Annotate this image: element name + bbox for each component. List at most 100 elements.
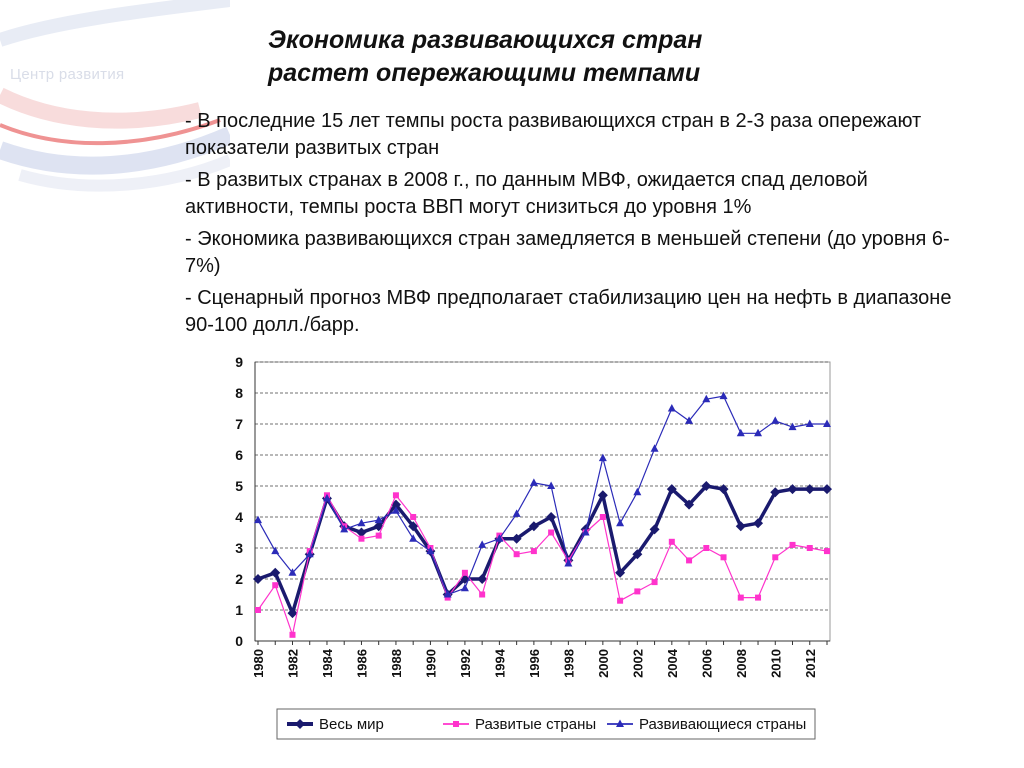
data-point-developed (651, 579, 658, 586)
legend-box (276, 708, 816, 740)
data-point-developed (479, 591, 486, 598)
data-point-developing (391, 506, 400, 514)
data-point-developed (634, 588, 641, 595)
data-point-developing (564, 559, 573, 567)
data-point-developed (617, 597, 624, 604)
data-point-developing (719, 391, 728, 400)
x-tick-label: 1996 (527, 649, 542, 678)
data-point-developed (720, 554, 727, 561)
series-line-developing (257, 395, 827, 596)
data-point-developing (667, 404, 676, 412)
data-point-world (701, 481, 712, 491)
data-point-developed (599, 514, 606, 520)
data-point-developing (478, 540, 487, 548)
x-tick-label: 2010 (768, 649, 783, 678)
data-point-developing (460, 583, 469, 592)
data-point-developed (737, 594, 744, 601)
x-tick-label: 1988 (389, 649, 404, 678)
bullet-item: - Сценарный прогноз МВФ предполагает ста… (185, 287, 952, 336)
data-point-developing (788, 422, 797, 431)
y-tick-label: 2 (235, 571, 243, 587)
x-tick-label: 1990 (423, 649, 438, 678)
data-point-developing (305, 549, 314, 558)
data-point-world (270, 567, 281, 578)
data-point-developing (426, 546, 435, 555)
data-point-developed (668, 538, 675, 545)
data-point-developing (598, 453, 607, 462)
data-point-developed (375, 532, 382, 539)
x-tick-label: 2004 (665, 648, 680, 678)
data-point-developing (805, 419, 814, 427)
y-tick-label: 5 (235, 478, 243, 494)
data-point-world (804, 484, 815, 495)
y-tick-label: 3 (235, 540, 243, 556)
series-line-world (257, 484, 827, 615)
data-point-world (666, 484, 677, 495)
decorative-swoosh (0, 0, 230, 192)
data-point-world (615, 567, 626, 578)
y-tick-label: 0 (235, 633, 243, 649)
data-point-world (477, 574, 488, 584)
plot-area (254, 361, 831, 642)
data-point-world (718, 484, 729, 495)
data-point-world (546, 512, 557, 522)
y-tick-label: 1 (235, 602, 243, 618)
data-point-developing (736, 428, 745, 437)
data-point-developed (703, 545, 710, 551)
bullet-item: - Экономика развивающихся стран замедляе… (185, 228, 950, 277)
data-point-world (735, 521, 746, 532)
x-tick-label: 1984 (320, 648, 335, 678)
data-point-world (649, 524, 660, 535)
y-tick-label: 4 (235, 509, 243, 525)
bullet-list: - В последние 15 лет темпы роста развива… (185, 108, 975, 344)
data-point-developing (443, 590, 452, 598)
data-point-developed (289, 631, 296, 638)
data-point-developing (581, 528, 590, 536)
data-point-developed (772, 554, 779, 561)
x-tick-label: 2012 (803, 649, 818, 678)
data-point-world (597, 490, 608, 501)
data-point-developed (358, 535, 365, 542)
data-point-developed (806, 545, 813, 551)
data-point-developed (461, 569, 468, 576)
data-point-developed (272, 582, 279, 589)
data-point-developing (823, 419, 831, 427)
data-point-developed (548, 529, 555, 536)
data-point-developed (686, 557, 693, 564)
data-point-developing (529, 478, 538, 486)
data-point-developed (255, 607, 261, 613)
y-tick-label: 9 (235, 354, 243, 370)
data-point-developing (633, 487, 642, 496)
data-point-world (632, 549, 643, 560)
data-point-world (787, 484, 798, 495)
data-point-world (408, 521, 419, 532)
data-point-world (356, 527, 367, 538)
data-point-developing (512, 509, 521, 517)
data-point-developing (702, 394, 711, 403)
data-point-developed (824, 548, 830, 555)
data-point-developed (410, 514, 417, 520)
x-tick-label: 1986 (354, 649, 369, 678)
legend-label: Развитые страны (475, 716, 596, 733)
data-point-developing (340, 524, 349, 533)
data-point-developing (685, 416, 694, 424)
x-tick-label: 2002 (630, 649, 645, 678)
x-tick-label: 2008 (734, 649, 749, 678)
data-point-developing (288, 568, 297, 576)
y-tick-label: 7 (235, 416, 243, 432)
data-point-developed (530, 548, 537, 555)
data-point-world (822, 484, 832, 495)
data-point-developed (392, 492, 399, 499)
x-tick-label: 1992 (458, 649, 473, 678)
data-point-developed (444, 594, 451, 601)
data-point-world (253, 574, 263, 584)
data-point-developed (755, 594, 762, 601)
data-point-developing (374, 515, 383, 524)
data-point-developing (650, 444, 659, 452)
series-line-developed (257, 494, 828, 636)
x-tick-label: 1998 (561, 649, 576, 678)
title-line-1: Экономика развивающихся стран (268, 26, 703, 54)
data-point-developing (616, 518, 625, 527)
legend-label: Весь мир (319, 716, 384, 733)
x-tick-label: 2000 (596, 649, 611, 678)
